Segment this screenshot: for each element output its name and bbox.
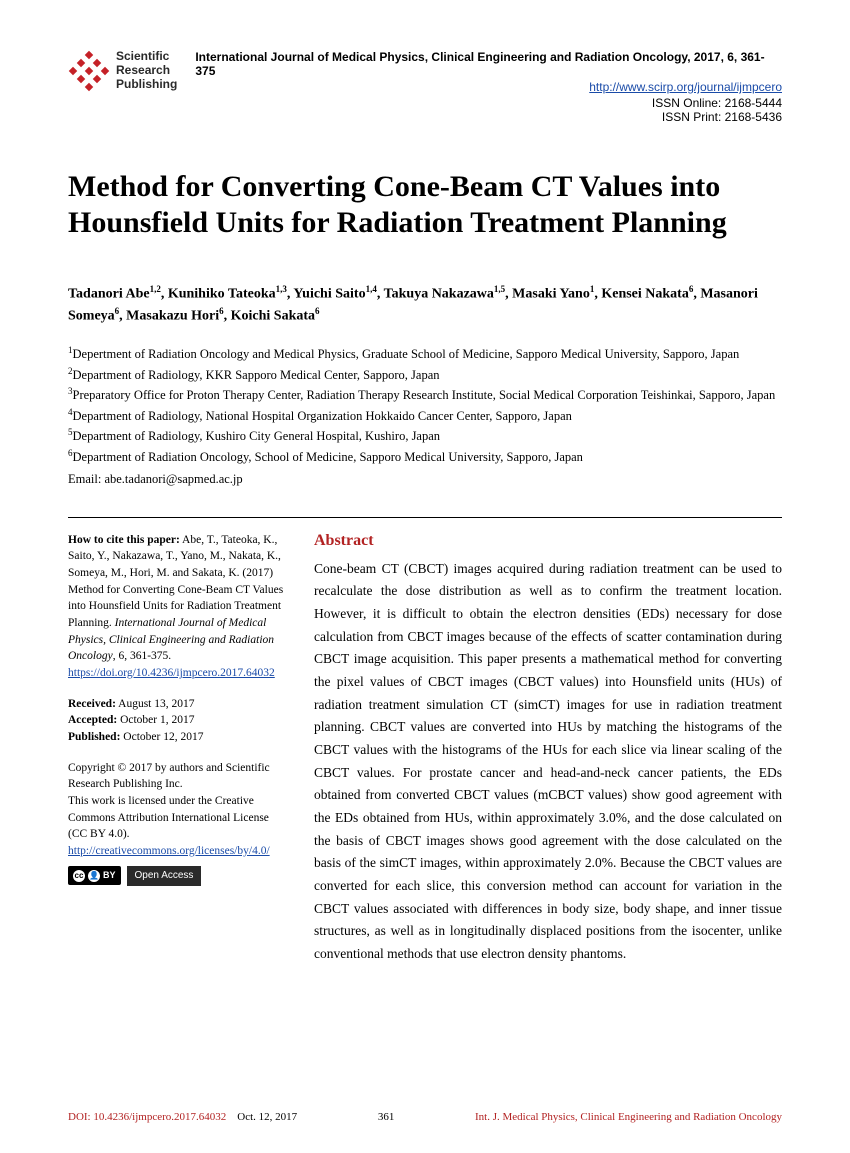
main-columns: How to cite this paper: Abe, T., Tateoka… bbox=[68, 532, 782, 966]
affiliations-list: 1Depertment of Radiation Oncology and Me… bbox=[68, 344, 782, 467]
published-value: October 12, 2017 bbox=[120, 731, 203, 743]
by-circle-icon: 👤 bbox=[88, 870, 100, 882]
publisher-name-line3: Publishing bbox=[116, 78, 177, 92]
issn-print: ISSN Print: 2168-5436 bbox=[195, 110, 782, 124]
doi-link[interactable]: https://doi.org/10.4236/ijmpcero.2017.64… bbox=[68, 667, 275, 679]
dates-block: Received: August 13, 2017 Accepted: Octo… bbox=[68, 696, 286, 746]
publisher-logo-block: Scientific Research Publishing bbox=[68, 50, 177, 92]
header-info: International Journal of Medical Physics… bbox=[195, 50, 782, 124]
journal-url-link[interactable]: http://www.scirp.org/journal/ijmpcero bbox=[589, 80, 782, 94]
cc-circle-icon: cc bbox=[73, 870, 85, 882]
section-divider bbox=[68, 517, 782, 518]
page-footer: DOI: 10.4236/ijmpcero.2017.64032 Oct. 12… bbox=[68, 1111, 782, 1123]
copyright-text: Copyright © 2017 by authors and Scientif… bbox=[68, 760, 286, 793]
publisher-name: Scientific Research Publishing bbox=[116, 50, 177, 91]
license-block: Copyright © 2017 by authors and Scientif… bbox=[68, 760, 286, 887]
cite-text: Abe, T., Tateoka, K., Saito, Y., Nakazaw… bbox=[68, 534, 283, 629]
cite-label: How to cite this paper: bbox=[68, 534, 180, 546]
authors-list: Tadanori Abe1,2, Kunihiko Tateoka1,3, Yu… bbox=[68, 283, 782, 326]
citation-block: How to cite this paper: Abe, T., Tateoka… bbox=[68, 532, 286, 682]
received-value: August 13, 2017 bbox=[116, 698, 195, 710]
footer-page-number: 361 bbox=[378, 1111, 395, 1123]
footer-doi: DOI: 10.4236/ijmpcero.2017.64032 bbox=[68, 1111, 226, 1123]
email-label: Email: bbox=[68, 472, 101, 486]
published-label: Published: bbox=[68, 731, 120, 743]
by-label: BY bbox=[103, 869, 116, 882]
metadata-sidebar: How to cite this paper: Abe, T., Tateoka… bbox=[68, 532, 286, 966]
open-access-badge: Open Access bbox=[127, 866, 202, 887]
publisher-name-line2: Research bbox=[116, 64, 177, 78]
cite-suffix: , 6, 361-375. bbox=[113, 650, 171, 662]
accepted-label: Accepted: bbox=[68, 714, 117, 726]
accepted-value: October 1, 2017 bbox=[117, 714, 194, 726]
footer-left: DOI: 10.4236/ijmpcero.2017.64032 Oct. 12… bbox=[68, 1111, 297, 1123]
received-label: Received: bbox=[68, 698, 116, 710]
cc-license-link[interactable]: http://creativecommons.org/licenses/by/4… bbox=[68, 845, 270, 857]
cc-by-badge: cc 👤 BY bbox=[68, 866, 121, 885]
publisher-name-line1: Scientific bbox=[116, 50, 177, 64]
corresponding-email: Email: abe.tadanori@sapmed.ac.jp bbox=[68, 472, 782, 487]
issn-online: ISSN Online: 2168-5444 bbox=[195, 96, 782, 110]
abstract-text: Cone-beam CT (CBCT) images acquired duri… bbox=[314, 558, 782, 966]
journal-citation-line: International Journal of Medical Physics… bbox=[195, 50, 782, 78]
publisher-logo-icon bbox=[68, 50, 110, 92]
license-text: This work is licensed under the Creative… bbox=[68, 793, 286, 843]
footer-date: Oct. 12, 2017 bbox=[237, 1111, 297, 1123]
article-title: Method for Converting Cone-Beam CT Value… bbox=[68, 169, 782, 241]
license-badges: cc 👤 BY Open Access bbox=[68, 866, 286, 887]
email-value: abe.tadanori@sapmed.ac.jp bbox=[101, 472, 242, 486]
footer-journal-short: Int. J. Medical Physics, Clinical Engine… bbox=[475, 1111, 782, 1123]
abstract-heading: Abstract bbox=[314, 532, 782, 550]
abstract-column: Abstract Cone-beam CT (CBCT) images acqu… bbox=[314, 532, 782, 966]
header-row: Scientific Research Publishing Internati… bbox=[68, 50, 782, 124]
